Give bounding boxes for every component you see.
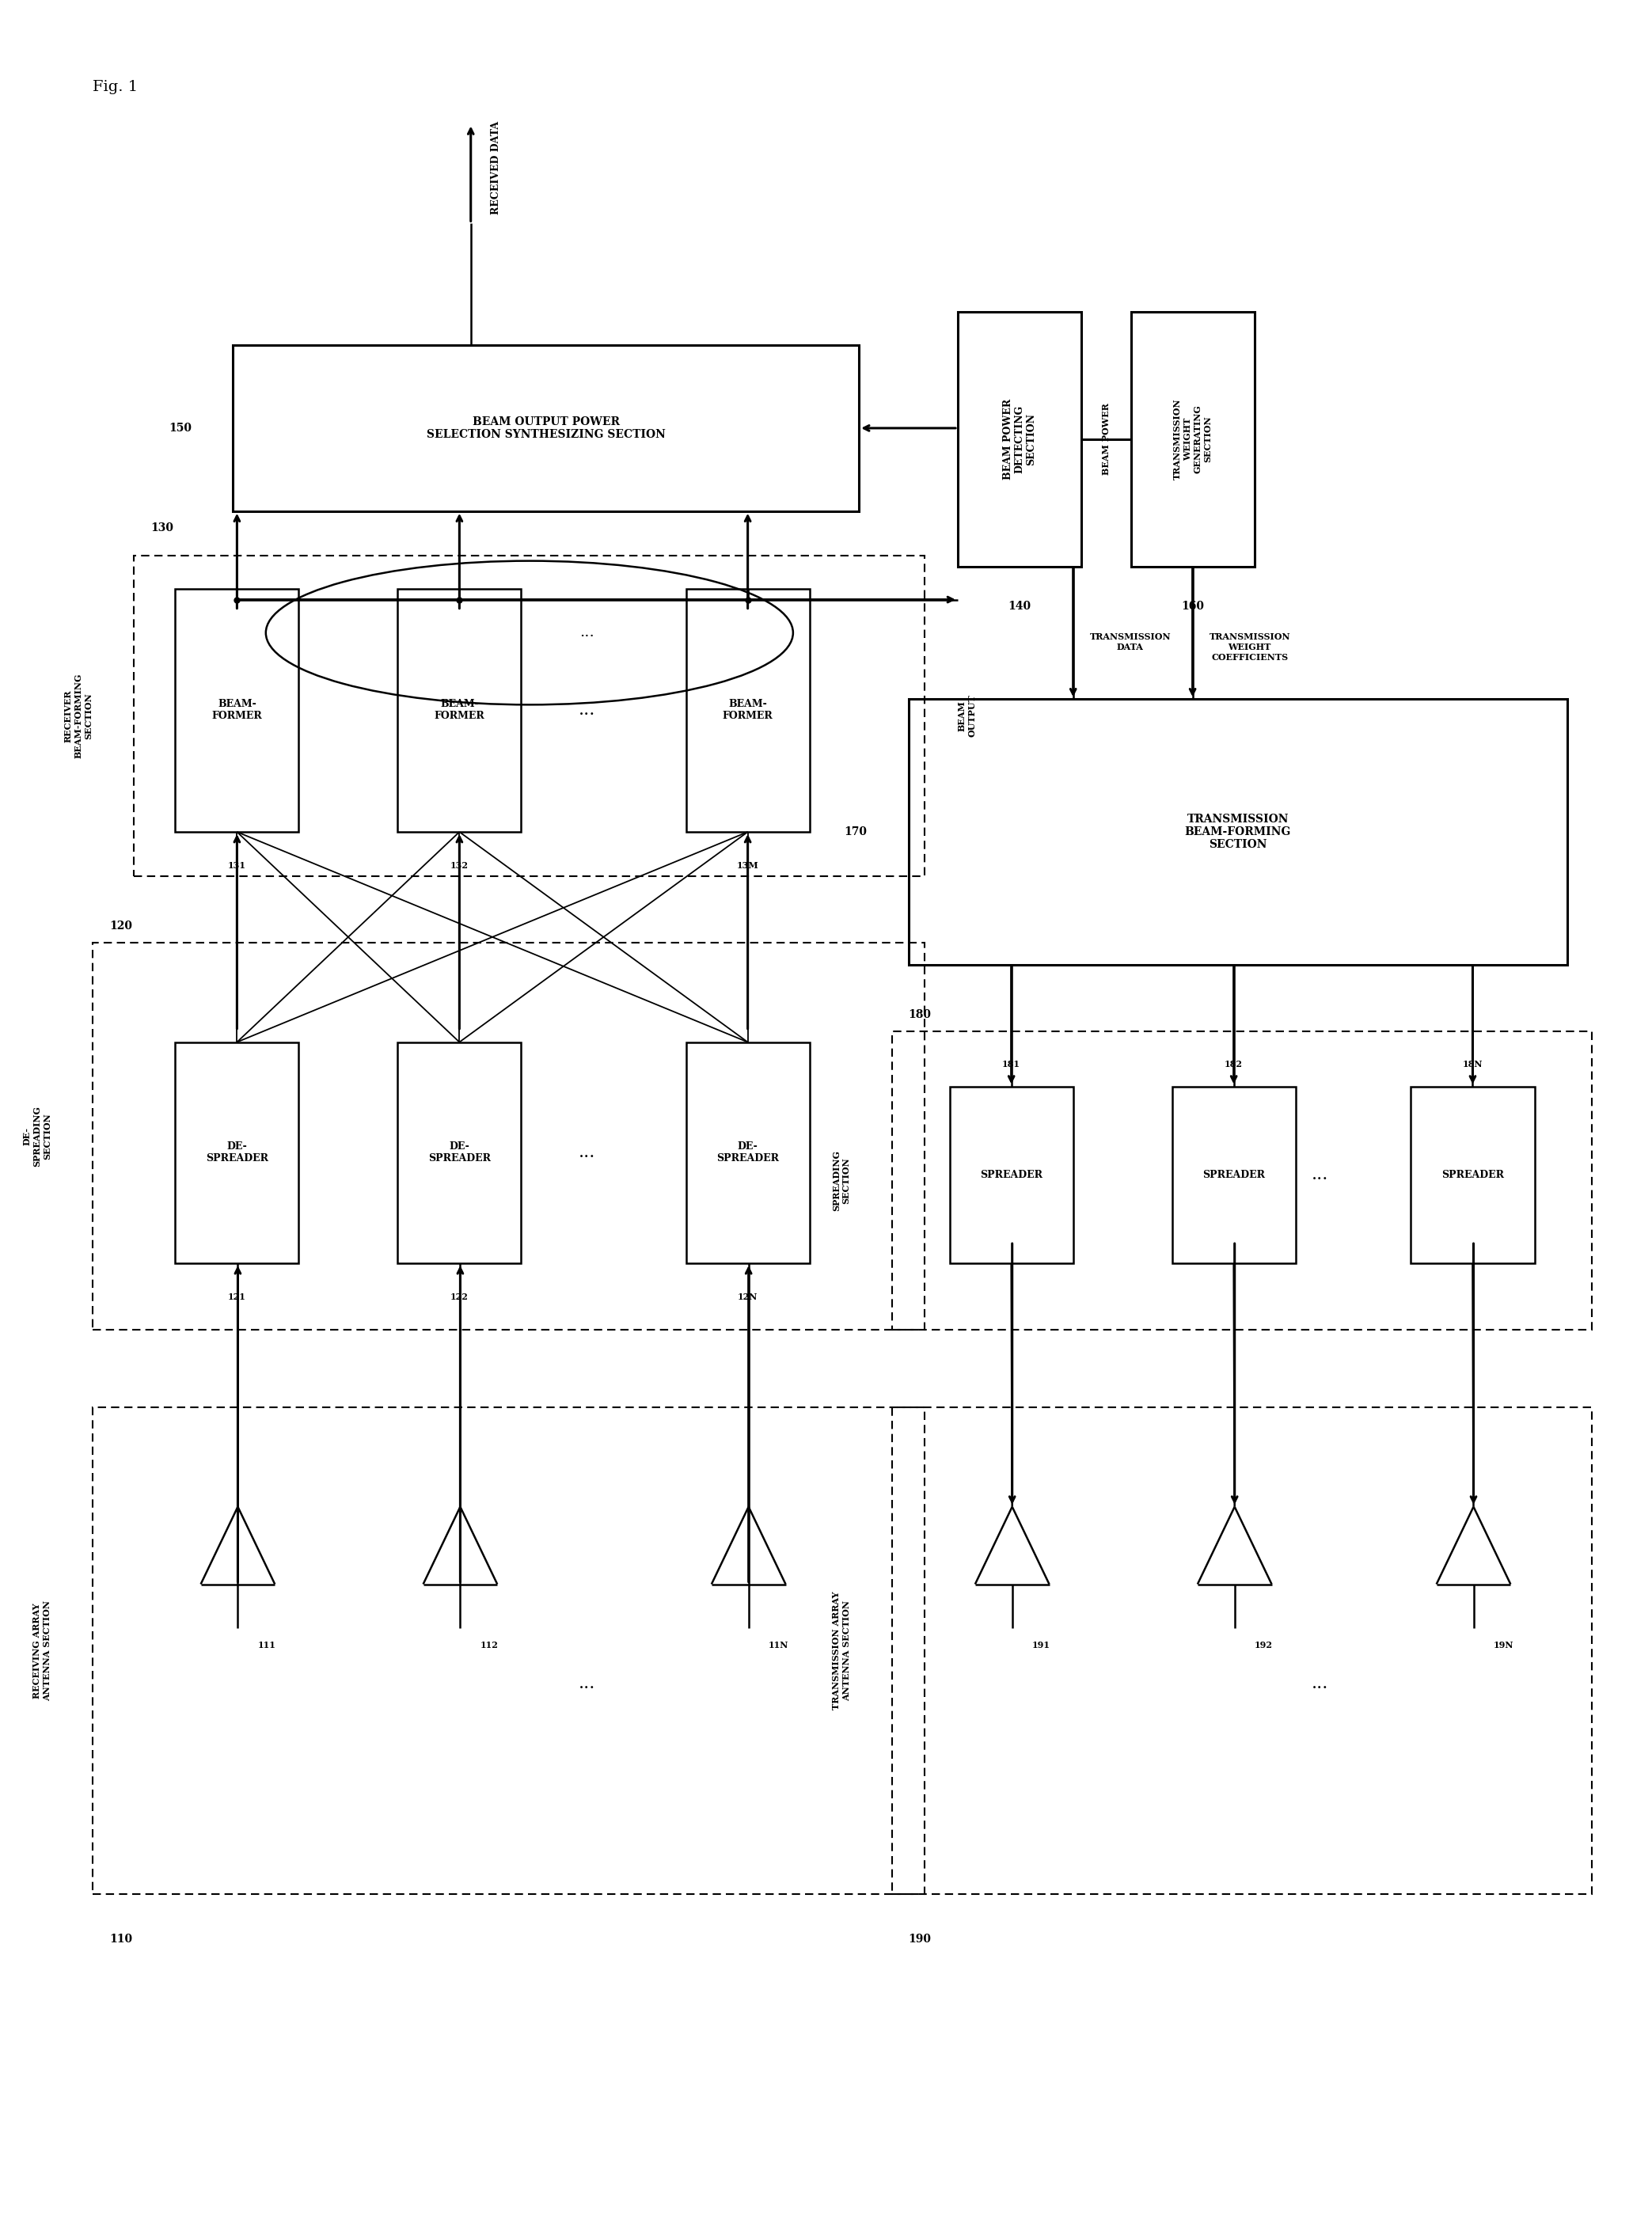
Text: DE-
SPREADER: DE- SPREADER	[717, 1142, 780, 1164]
Text: 19N: 19N	[1493, 1641, 1513, 1649]
Text: ...: ...	[1312, 1676, 1328, 1692]
Bar	[134, 554, 925, 876]
Text: 160: 160	[1181, 601, 1204, 612]
Text: 130: 130	[150, 523, 173, 534]
Bar	[93, 1408, 925, 1893]
Text: 182: 182	[1224, 1060, 1242, 1069]
Text: TRANSMISSION
WEIGHT
COEFFICIENTS: TRANSMISSION WEIGHT COEFFICIENTS	[1209, 632, 1290, 661]
Bar	[1132, 313, 1254, 565]
Text: 180: 180	[909, 1009, 932, 1020]
Bar	[1411, 1086, 1535, 1264]
Text: 122: 122	[451, 1293, 469, 1301]
Text: SPREADER: SPREADER	[1442, 1171, 1503, 1179]
Bar	[909, 698, 1568, 964]
Text: 112: 112	[481, 1641, 499, 1649]
Text: BEAM POWER
DETECTING
SECTION: BEAM POWER DETECTING SECTION	[1003, 399, 1036, 479]
Bar	[686, 1042, 809, 1264]
Text: SPREADER: SPREADER	[1203, 1171, 1265, 1179]
Text: BEAM-
FORMER: BEAM- FORMER	[434, 698, 484, 721]
Bar	[398, 1042, 520, 1264]
Text: TRANSMISSION
BEAM-FORMING
SECTION: TRANSMISSION BEAM-FORMING SECTION	[1184, 814, 1292, 851]
Bar	[175, 1042, 299, 1264]
Text: DE-
SPREADER: DE- SPREADER	[206, 1142, 268, 1164]
Text: 12N: 12N	[738, 1293, 758, 1301]
Text: SPREADING
SECTION: SPREADING SECTION	[833, 1151, 851, 1210]
Text: TRANSMISSION
WEIGHT
GENERATING
SECTION: TRANSMISSION WEIGHT GENERATING SECTION	[1173, 399, 1213, 479]
Text: ...: ...	[578, 1144, 596, 1162]
Text: 11N: 11N	[768, 1641, 788, 1649]
Bar	[1171, 1086, 1295, 1264]
Text: BEAM-
FORMER: BEAM- FORMER	[722, 698, 773, 721]
Text: 150: 150	[169, 423, 192, 435]
Text: 13M: 13M	[737, 860, 758, 869]
Text: 120: 120	[109, 920, 132, 931]
Text: TRANSMISSION
DATA: TRANSMISSION DATA	[1090, 632, 1171, 652]
Text: ...: ...	[578, 1676, 596, 1692]
Text: RECEIVED DATA: RECEIVED DATA	[491, 122, 501, 215]
Text: 18N: 18N	[1462, 1060, 1483, 1069]
Bar	[398, 588, 520, 831]
Text: DE-
SPREADER: DE- SPREADER	[428, 1142, 491, 1164]
Text: ...: ...	[580, 625, 595, 641]
Text: 132: 132	[451, 860, 469, 869]
Text: 181: 181	[1003, 1060, 1021, 1069]
Bar	[93, 942, 925, 1330]
Text: DE-
SPREADING
SECTION: DE- SPREADING SECTION	[23, 1106, 51, 1166]
Text: SPREADER: SPREADER	[980, 1171, 1042, 1179]
Text: 110: 110	[109, 1933, 132, 1944]
Text: BEAM-
FORMER: BEAM- FORMER	[211, 698, 263, 721]
Bar	[175, 588, 299, 831]
Bar	[233, 346, 859, 512]
Text: BEAM POWER: BEAM POWER	[1102, 403, 1110, 474]
Text: ...: ...	[1312, 1166, 1328, 1184]
Text: 192: 192	[1254, 1641, 1272, 1649]
Text: 121: 121	[228, 1293, 246, 1301]
Text: 131: 131	[228, 860, 246, 869]
Text: BEAM
OUTPUT: BEAM OUTPUT	[958, 694, 976, 736]
Text: 111: 111	[258, 1641, 276, 1649]
Text: 190: 190	[909, 1933, 932, 1944]
Bar	[958, 313, 1082, 565]
Text: Fig. 1: Fig. 1	[93, 80, 139, 93]
Bar	[950, 1086, 1074, 1264]
Text: RECEIVING ARRAY
ANTENNA SECTION: RECEIVING ARRAY ANTENNA SECTION	[33, 1601, 51, 1700]
Bar	[892, 1031, 1593, 1330]
Text: TRANSMISSION ARRAY
ANTENNA SECTION: TRANSMISSION ARRAY ANTENNA SECTION	[833, 1592, 851, 1709]
Bar	[892, 1408, 1593, 1893]
Text: 170: 170	[844, 827, 867, 838]
Bar	[686, 588, 809, 831]
Text: ...: ...	[578, 701, 596, 718]
Text: RECEIVER
BEAM-FORMING
SECTION: RECEIVER BEAM-FORMING SECTION	[64, 674, 93, 758]
Text: BEAM OUTPUT POWER
SELECTION SYNTHESIZING SECTION: BEAM OUTPUT POWER SELECTION SYNTHESIZING…	[426, 417, 666, 441]
Text: 140: 140	[1008, 601, 1031, 612]
Text: 191: 191	[1032, 1641, 1051, 1649]
